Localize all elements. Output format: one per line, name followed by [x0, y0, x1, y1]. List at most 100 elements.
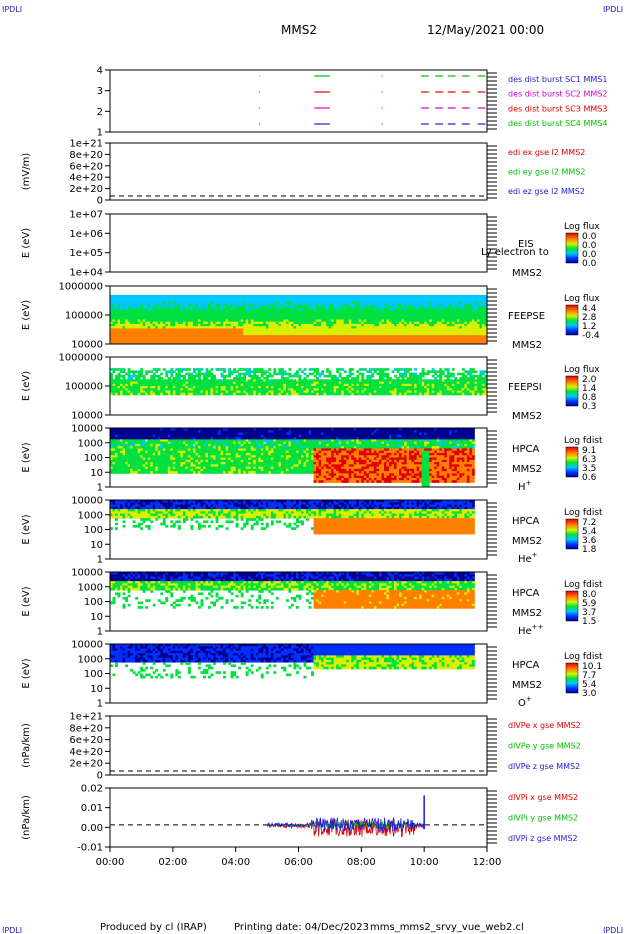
- spectrogram-cell: [195, 381, 199, 385]
- spectrogram-cell: [240, 328, 244, 332]
- spectrogram-cell: [484, 337, 488, 340]
- spectrogram-cell: [471, 317, 475, 320]
- spectrogram-cell: [160, 330, 164, 334]
- spectrogram-cell: [373, 310, 377, 314]
- spectrogram-cell: [399, 332, 402, 336]
- spectrogram-cell: [290, 328, 294, 332]
- spectrogram-cell: [373, 315, 377, 318]
- spectrogram-cell: [406, 294, 410, 298]
- spectrogram-cell: [306, 328, 309, 332]
- spectrogram-cell: [177, 379, 181, 382]
- spectrogram-cell: [361, 310, 365, 314]
- spectrogram-cell: [248, 330, 252, 334]
- spectrogram-cell: [238, 335, 242, 338]
- spectrogram-cell: [245, 321, 249, 325]
- spectrogram-cell: [130, 332, 134, 336]
- spectrogram-cell: [404, 374, 407, 378]
- spectrogram-cell: [190, 372, 194, 376]
- spectrogram-cell: [117, 328, 121, 332]
- spectrogram-cell: [268, 301, 272, 305]
- spectrogram-cell: [213, 335, 216, 338]
- spectrogram-cell: [303, 332, 307, 336]
- spectrogram-cell: [293, 323, 297, 327]
- spectrogram-cell: [253, 332, 257, 336]
- spectrogram-cell: [316, 368, 319, 371]
- y-tick-label: 1e+04: [69, 268, 103, 279]
- spectrogram-cell: [192, 308, 196, 311]
- spectrogram-cell: [378, 326, 382, 329]
- spectrogram-cell: [303, 301, 307, 305]
- spectrogram-cell: [238, 381, 242, 385]
- spectrogram-cell: [416, 317, 420, 320]
- spectrogram-cell: [185, 301, 189, 305]
- spectrogram-cell: [270, 337, 274, 340]
- spectrogram-cell: [253, 317, 257, 320]
- spectrogram-cell: [187, 339, 191, 343]
- spectrogram-cell: [228, 303, 232, 307]
- spectrogram-cell: [378, 310, 382, 314]
- spectrogram-cell: [190, 308, 194, 311]
- spectrogram-cell: [351, 388, 355, 391]
- spectrogram-cell: [175, 339, 179, 343]
- spectrogram-cell: [233, 392, 237, 396]
- spectrogram-cell: [162, 381, 166, 385]
- spectrogram-cell: [225, 317, 229, 320]
- spectrogram-cell: [122, 321, 126, 325]
- spectrogram-cell: [444, 310, 448, 314]
- spectrogram-cell: [152, 330, 156, 334]
- spectrogram-cell: [225, 390, 229, 394]
- spectrogram-cell: [135, 301, 139, 305]
- spectrogram-cell: [208, 374, 211, 378]
- spectrogram-cell: [223, 337, 227, 340]
- spectrogram-cell: [200, 372, 204, 376]
- spectrogram-cell: [338, 388, 342, 391]
- spectrogram-cell: [115, 392, 118, 396]
- spectrogram-cell: [223, 392, 227, 396]
- spectrogram-cell: [346, 381, 350, 385]
- spectrogram-cell: [248, 321, 252, 325]
- spectrogram-cell: [399, 392, 402, 396]
- spectrogram-cell: [238, 299, 242, 303]
- spectrogram-cell: [388, 317, 392, 320]
- spectrogram-cell: [182, 330, 186, 334]
- spectrogram-cell: [381, 374, 385, 378]
- spectrogram-cell: [240, 335, 244, 338]
- spectrogram-cell: [218, 323, 221, 327]
- spectrogram-cell: [331, 323, 335, 327]
- spectrogram-cell: [366, 374, 370, 378]
- spectrogram-cell: [424, 388, 428, 391]
- spectrogram-cell: [197, 379, 201, 382]
- spectrogram-cell: [278, 337, 282, 340]
- spectrogram-cell: [464, 301, 468, 305]
- spectrogram-cell: [278, 372, 282, 376]
- spectrogram-cell: [391, 306, 395, 309]
- spectrogram-cell: [218, 332, 221, 336]
- spectrogram-cell: [225, 386, 229, 389]
- spectrogram-cell: [409, 303, 412, 307]
- spectrogram-cell: [318, 323, 322, 327]
- spectrogram-cell: [265, 299, 269, 303]
- spectrogram-cell: [243, 339, 247, 343]
- spectrogram-cell: [110, 308, 113, 311]
- spectrogram-cell: [228, 299, 232, 303]
- spectrogram-cell: [351, 337, 355, 340]
- spectrogram-cell: [127, 392, 131, 396]
- spectrogram-cell: [356, 294, 360, 298]
- spectrogram-cell: [283, 332, 287, 336]
- spectrogram-cell: [290, 383, 294, 387]
- spectrogram-cell: [280, 370, 284, 374]
- spectrogram-cell: [122, 388, 126, 391]
- spectrogram-cell: [142, 308, 146, 311]
- spectrogram-cell: [112, 323, 116, 327]
- spectrogram-cell: [155, 303, 159, 307]
- spectrogram-cell: [451, 339, 455, 343]
- spectrogram-cell: [165, 297, 169, 300]
- spectrogram-cell: [396, 335, 400, 338]
- spectrogram-cell: [147, 308, 151, 311]
- spectrogram-cell: [192, 332, 196, 336]
- spectrogram-cell: [476, 303, 480, 307]
- spectrogram-cell: [406, 383, 410, 387]
- spectrogram-cell: [200, 308, 204, 311]
- spectrogram-cell: [394, 337, 397, 340]
